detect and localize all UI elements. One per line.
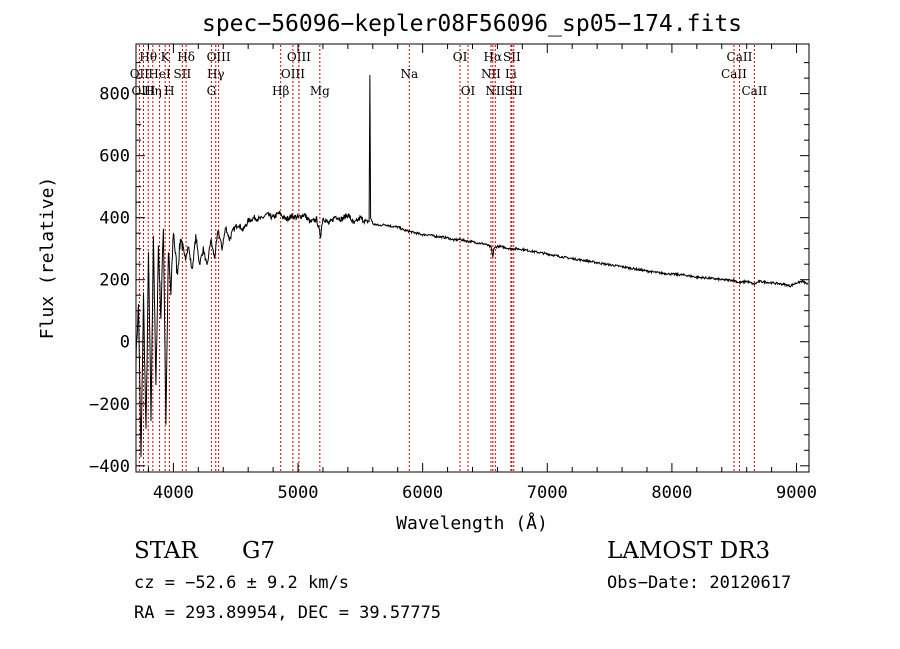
- line-marker-label: G: [207, 84, 217, 98]
- line-marker-label: OIII: [287, 50, 311, 64]
- line-marker-label: OII: [130, 67, 150, 81]
- line-marker-label: H: [164, 84, 174, 98]
- y-tick-label: 400: [99, 209, 130, 229]
- line-marker-label: OIII: [281, 67, 305, 81]
- y-tick-label: −400: [89, 457, 130, 477]
- line-marker-label: CaII: [741, 84, 767, 98]
- y-axis-label: Flux (relative): [37, 177, 58, 340]
- line-marker-label: Hθ: [139, 50, 157, 64]
- spectrum-line: [135, 74, 809, 458]
- x-tick-label: 6000: [402, 483, 443, 503]
- line-marker-label: OIII: [131, 84, 155, 98]
- line-marker-label: OI: [453, 50, 468, 64]
- x-tick-label: 7000: [527, 483, 568, 503]
- line-marker-label: SII: [174, 67, 192, 81]
- x-axis-label: Wavelength (Å): [396, 512, 548, 534]
- y-tick-label: 200: [99, 271, 130, 291]
- line-marker-label: SII: [505, 84, 523, 98]
- line-marker-label: Hβ: [272, 84, 289, 98]
- y-tick-label: −200: [89, 395, 130, 415]
- y-tick-label: 800: [99, 85, 130, 105]
- x-tick-label: 8000: [651, 483, 692, 503]
- line-marker-label: OI: [461, 84, 476, 98]
- y-tick-label: 600: [99, 147, 130, 167]
- line-marker-label: Na: [400, 67, 418, 81]
- chart-title: spec−56096−kepler08F56096_sp05−174.fits: [202, 11, 742, 37]
- line-marker-label: OIII: [207, 50, 231, 64]
- object-type: STAR: [134, 538, 198, 564]
- x-tick-label: 9000: [776, 483, 817, 503]
- x-tick-label: 4000: [153, 483, 194, 503]
- line-marker-label: CaII: [727, 50, 753, 64]
- line-marker-label: Li: [505, 67, 517, 81]
- survey-name: LAMOST DR3: [607, 538, 771, 564]
- line-marker-label: Hγ: [207, 67, 225, 81]
- line-marker-label: NII: [485, 84, 505, 98]
- line-marker-label: Hα: [484, 50, 503, 64]
- axis-group: 4000 5000 6000 7000 8000 9000 −400 −200 0 200 400 6…: [89, 44, 817, 503]
- line-marker-label: Hη: [144, 84, 162, 98]
- y-tick-label: 0: [120, 333, 130, 353]
- observation-date: Obs−Date: 20120617: [607, 573, 792, 593]
- spectral-class: G7: [242, 538, 276, 564]
- x-tick-label: 5000: [278, 483, 319, 503]
- line-marker-label: Mg: [310, 84, 330, 98]
- line-marker-label: SII: [503, 50, 521, 64]
- ra-dec-coordinates: RA = 293.89954, DEC = 39.57775: [134, 603, 442, 623]
- line-marker-label: HeI: [148, 67, 171, 81]
- line-marker-label: NII: [481, 67, 501, 81]
- plot-frame: [135, 43, 810, 473]
- line-marker-label: Hδ: [177, 50, 195, 64]
- redshift-cz: cz = −52.6 ± 9.2 km/s: [134, 573, 349, 593]
- line-marker-group: HθOIIOIIIHηHeIKHSIIHδHγGOIIIHβOIIIOIIIMg…: [130, 45, 768, 471]
- line-marker-label: CaII: [721, 67, 747, 81]
- line-marker-label: K: [161, 50, 171, 64]
